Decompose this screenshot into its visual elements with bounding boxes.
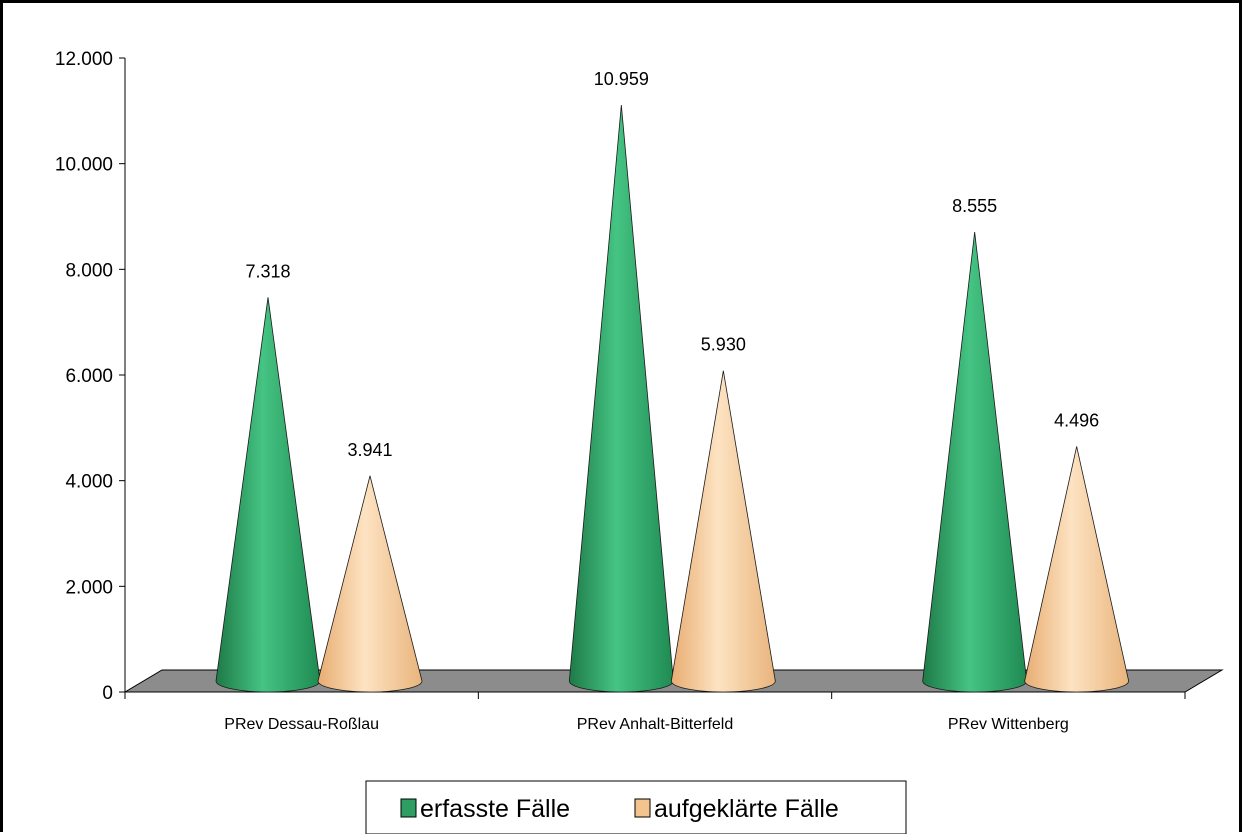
legend-swatch-erfasste bbox=[400, 798, 417, 818]
y-tick-label: 8.000 bbox=[65, 260, 113, 281]
cone-bar bbox=[317, 475, 423, 693]
legend-label-erfasste: erfasste Fälle bbox=[420, 795, 570, 823]
y-tick-label: 6.000 bbox=[65, 366, 113, 387]
data-label: 3.941 bbox=[347, 440, 392, 460]
data-label: 7.318 bbox=[245, 261, 290, 281]
x-category-label: PRev Dessau-Roßlau bbox=[224, 716, 379, 733]
y-tick-label: 10.000 bbox=[55, 155, 113, 176]
legend: erfasste Fälle aufgeklärte Fälle bbox=[365, 780, 907, 834]
cone-bar bbox=[1024, 446, 1130, 693]
data-label: 8.555 bbox=[952, 196, 997, 216]
cone-bar bbox=[922, 231, 1028, 693]
x-category-label: PRev Wittenberg bbox=[948, 716, 1069, 733]
legend-swatch-aufgeklaerte bbox=[634, 798, 651, 818]
legend-label-aufgeklaerte: aufgeklärte Fälle bbox=[654, 795, 839, 823]
data-label: 5.930 bbox=[701, 335, 746, 355]
x-category-label: PRev Anhalt-Bitterfeld bbox=[577, 716, 734, 733]
y-tick-label: 12.000 bbox=[55, 49, 113, 70]
data-label: 4.496 bbox=[1054, 410, 1099, 430]
y-tick-label: 4.000 bbox=[65, 472, 113, 493]
y-tick-label: 2.000 bbox=[65, 577, 113, 598]
cone-bar bbox=[670, 370, 776, 693]
data-label: 10.959 bbox=[594, 69, 649, 89]
y-tick-label: 0 bbox=[102, 683, 113, 704]
cone-bar bbox=[215, 297, 321, 693]
cone-bar bbox=[568, 104, 674, 693]
